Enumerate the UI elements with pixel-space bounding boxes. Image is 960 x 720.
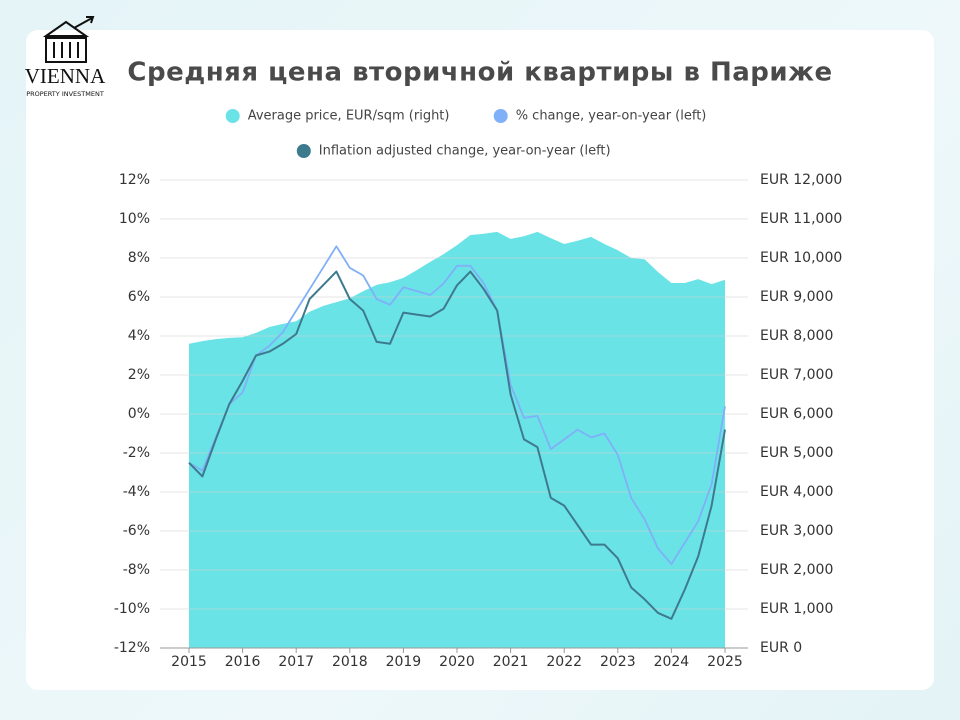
y-tick-label: -10% — [114, 601, 150, 617]
y2-tick-label: EUR 12,000 — [760, 172, 842, 188]
y-tick-label: -6% — [123, 523, 150, 539]
x-tick-label: 2015 — [171, 654, 207, 670]
y2-tick-label: EUR 5,000 — [760, 445, 833, 461]
y-tick-label: 6% — [128, 289, 150, 305]
y2-tick-label: EUR 6,000 — [760, 406, 833, 422]
x-tick-label: 2016 — [225, 654, 261, 670]
x-tick-label: 2019 — [386, 654, 422, 670]
y-tick-label: 0% — [128, 406, 150, 422]
legend-label: Average price, EUR/sqm (right) — [248, 109, 450, 124]
y2-tick-label: EUR 3,000 — [760, 523, 833, 539]
y2-tick-label: EUR 9,000 — [760, 289, 833, 305]
y2-tick-label: EUR 2,000 — [760, 562, 833, 578]
y2-tick-label: EUR 8,000 — [760, 328, 833, 344]
line — [188, 270, 726, 620]
legend-marker — [493, 109, 508, 123]
y2-tick-label: EUR 1,000 — [760, 601, 833, 617]
x-tick-label: 2020 — [439, 654, 475, 670]
logo-tagline: PROPERTY INVESTMENT — [26, 90, 104, 98]
y2-tick-label: EUR 10,000 — [760, 250, 842, 266]
logo-name: VIENNA — [25, 64, 106, 88]
y-tick-label: -8% — [123, 562, 150, 578]
x-tick-label: 2018 — [332, 654, 368, 670]
x-tick-label: 2017 — [278, 654, 314, 670]
legend-label: % change, year-on-year (left) — [516, 109, 707, 124]
x-tick-label: 2023 — [600, 654, 636, 670]
y-tick-label: 10% — [119, 211, 150, 227]
x-tick-label: 2021 — [493, 654, 529, 670]
y2-tick-label: EUR 4,000 — [760, 484, 833, 500]
legend-marker — [296, 144, 311, 158]
y-tick-label: -2% — [123, 445, 150, 461]
chart-title: Средняя цена вторичной квартиры в Париже — [127, 58, 832, 88]
y-tick-label: -12% — [114, 640, 150, 656]
x-tick-label: 2024 — [654, 654, 690, 670]
legend-marker — [225, 109, 240, 123]
y-tick-label: -4% — [123, 484, 150, 500]
y-tick-label: 8% — [128, 250, 150, 266]
x-tick-label: 2022 — [546, 654, 582, 670]
legend-label: Inflation adjusted change, year-on-year … — [319, 144, 611, 159]
y2-tick-label: EUR 11,000 — [760, 211, 842, 227]
y-tick-label: 12% — [119, 172, 150, 188]
y2-tick-label: EUR 7,000 — [760, 367, 833, 383]
logo-icon — [42, 16, 95, 63]
line — [188, 245, 726, 565]
y-tick-label: 4% — [128, 328, 150, 344]
y2-tick-label: EUR 0 — [760, 640, 802, 656]
x-tick-label: 2025 — [707, 654, 743, 670]
y-tick-label: 2% — [128, 367, 150, 383]
